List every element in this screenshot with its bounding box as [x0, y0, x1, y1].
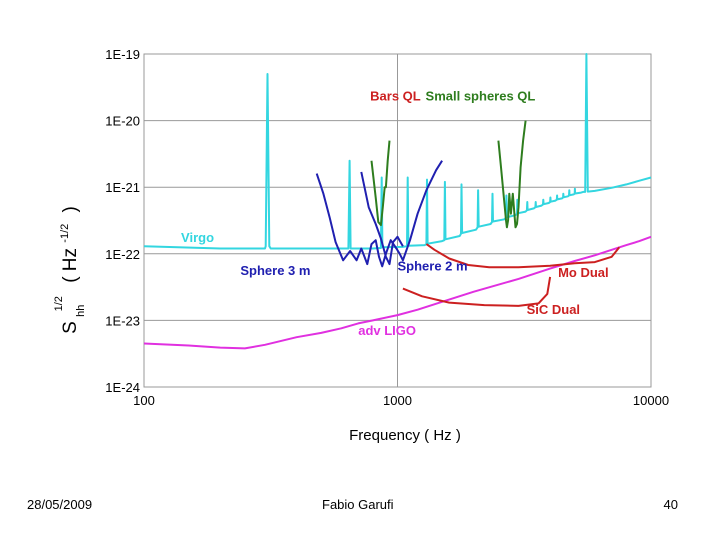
annotation-bars-ql: Bars QL — [370, 89, 421, 104]
y-tick-label-0: 1E-19 — [105, 47, 140, 62]
annotation-mo-dual: Mo Dual — [558, 265, 609, 280]
annotation-virgo: Virgo — [181, 230, 214, 245]
y-tick-label-3: 1E-22 — [105, 247, 140, 262]
y-label-unit-open: ( Hz — [60, 248, 81, 283]
x-tick-label-1: 1000 — [383, 393, 412, 408]
y-label-sup: 1/2 — [53, 296, 65, 311]
annotation-small-spheres-ql: Small spheres QL — [426, 89, 536, 104]
series-line-sphere-3-m — [315, 160, 443, 268]
y-tick-label-1: 1E-20 — [105, 114, 140, 129]
y-tick-label-2: 1E-21 — [105, 180, 140, 195]
annotation-sphere-2-m: Sphere 2 m — [398, 259, 468, 274]
y-label-sub: hh — [75, 305, 87, 317]
grid — [143, 53, 652, 388]
series-line-mo-dual — [425, 243, 621, 269]
y-axis-label: S hh 1/2 ( Hz -1/2 ) — [46, 206, 89, 334]
x-axis-label: Frequency ( Hz ) — [349, 427, 461, 444]
svg-text:S hh 1/2 ( H: S hh 1/2 ( Hz -1/2 ) — [46, 206, 89, 334]
footer-author: Fabio Garufi — [322, 497, 394, 512]
series-line-adv-ligo — [143, 235, 652, 350]
annotation-sphere-3-m: Sphere 3 m — [240, 263, 310, 278]
series-line-sphere-2-m — [360, 171, 404, 266]
y-tick-label-4: 1E-23 — [105, 313, 140, 328]
y-label-s: S — [60, 321, 81, 334]
series-line-bars-ql — [370, 140, 391, 227]
footer-page-number: 40 — [663, 497, 678, 512]
annotations-layer: Virgo Bars QL Small spheres QL Sphere 3 m Sp… — [181, 89, 609, 339]
annotation-sic-dual: SiC Dual — [527, 302, 580, 317]
y-label-unit-close: ) — [60, 206, 81, 212]
series-line-small-spheres-ql — [497, 120, 527, 229]
x-tick-label-0: 100 — [133, 393, 155, 408]
x-tick-label-2: 10000 — [633, 393, 669, 408]
series-layer — [143, 53, 652, 350]
y-label-unit-sup: -1/2 — [59, 224, 71, 243]
annotation-adv-ligo: adv LIGO — [358, 323, 416, 338]
series-line-sic-dual — [402, 276, 552, 307]
ticks-layer: 100 1000 10000 1E-19 1E-20 1E-21 1E-22 1E-23 1E-… — [105, 47, 669, 408]
footer-date: 28/05/2009 — [27, 497, 93, 512]
y-tick-label-5: 1E-24 — [105, 380, 140, 395]
